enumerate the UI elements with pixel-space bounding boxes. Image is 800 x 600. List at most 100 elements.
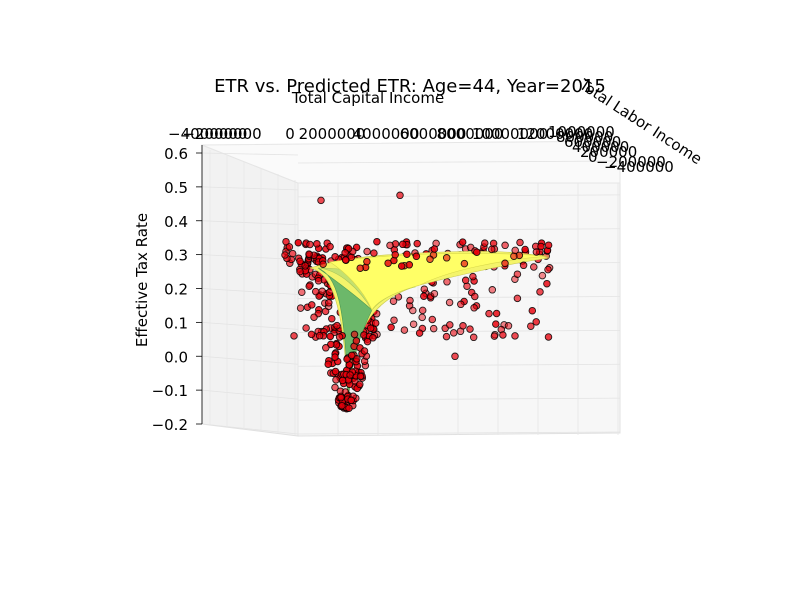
z-tick-label: −0.2	[152, 416, 188, 434]
z-tick-label: 0.2	[164, 281, 188, 299]
scatter-point	[352, 337, 361, 345]
scatter-point	[420, 285, 429, 293]
z-axis-label: Effective Tax Rate	[133, 213, 151, 347]
scatter-point	[429, 324, 438, 333]
scatter-point	[470, 304, 478, 312]
scatter-point	[310, 313, 318, 321]
scatter-point	[458, 238, 467, 246]
z-grid-line-right	[297, 431, 621, 435]
scatter-point	[457, 300, 465, 309]
scatter-point	[501, 259, 509, 268]
y-tick-label: −400000	[604, 158, 674, 176]
scatter-point	[360, 347, 369, 355]
scatter-point	[356, 264, 364, 272]
scatter-point	[415, 329, 424, 337]
scatter-point	[296, 304, 305, 312]
scatter-point	[406, 296, 414, 305]
scatter-point	[461, 276, 470, 285]
y-tick-label: 1000000	[548, 123, 615, 141]
y-tick-label: 0	[588, 148, 598, 166]
scatter-point	[315, 331, 324, 340]
scatter-point	[511, 332, 519, 340]
scatter-point	[446, 321, 454, 329]
scatter-point	[356, 380, 364, 389]
scatter-point	[389, 297, 398, 305]
scatter-point	[288, 249, 297, 258]
scatter-point	[538, 271, 547, 280]
scatter-point	[492, 309, 501, 318]
scatter-point	[341, 249, 349, 257]
scatter-point	[305, 250, 313, 258]
scatter-point	[305, 282, 313, 290]
y-tick-label: 200000	[580, 143, 637, 161]
scatter-point	[301, 262, 309, 270]
scatter-point	[370, 249, 378, 257]
scatter-point	[528, 306, 537, 315]
scatter-point	[445, 298, 454, 307]
scatter-point	[331, 353, 339, 361]
scatter-point	[519, 261, 528, 270]
scatter-point	[400, 326, 409, 334]
z-grid-line-back	[201, 152, 299, 156]
scatter-point	[471, 292, 479, 301]
z-grid-line-back	[201, 389, 299, 400]
z-tick-label: 0.3	[164, 247, 188, 265]
z-grid-line-back	[201, 355, 299, 365]
scatter-point	[499, 331, 507, 339]
scatter-point	[513, 270, 522, 278]
scatter-point	[335, 333, 344, 341]
scatter-point	[426, 255, 434, 263]
scatter-point	[296, 257, 304, 265]
scatter-point	[451, 352, 459, 361]
scatter-point	[418, 306, 427, 315]
scatter-point	[396, 191, 404, 200]
scatter-point	[390, 316, 398, 324]
x-tick-label: 4000000	[353, 125, 420, 143]
z-grid-line-back	[201, 321, 299, 330]
scatter-point	[442, 332, 451, 341]
scatter-point	[405, 261, 414, 269]
scatter-point	[337, 393, 345, 402]
z-grid-line-back	[201, 423, 299, 435]
x-tick-label: 0	[285, 125, 295, 143]
scatter-points-front	[281, 237, 541, 413]
z-tick-label: −0.1	[152, 382, 188, 400]
scatter-point	[428, 315, 437, 324]
scatter-point	[324, 360, 332, 368]
scatter-point	[430, 289, 439, 298]
scatter-point	[296, 267, 304, 276]
scatter-point	[326, 242, 334, 251]
scatter-point	[386, 241, 394, 250]
scatter-point	[307, 330, 316, 339]
scatter-point	[490, 332, 499, 340]
scatter-point	[331, 253, 339, 261]
scatter-point	[532, 248, 541, 256]
scatter-point	[481, 239, 489, 247]
z-grid-line-back	[201, 288, 299, 295]
scatter-point	[492, 320, 500, 328]
scatter-point	[311, 287, 320, 296]
scatter-point	[544, 241, 553, 249]
scatter-point	[319, 260, 327, 268]
scatter-point	[459, 322, 467, 330]
scatter-point	[285, 243, 294, 251]
scatter-point	[466, 325, 474, 333]
scatter-point	[409, 306, 417, 315]
scatter-point	[317, 196, 325, 205]
y-tick-label: 400000	[572, 138, 629, 156]
x-tick-label: −2000000	[182, 125, 261, 143]
x-tick-label: 12000000	[517, 125, 593, 143]
scatter-point	[513, 294, 522, 303]
x-tick-labels: −4000000−2000000 0 20000004000000600000080…	[168, 125, 593, 143]
x-axis-label: Total Capital Income	[291, 89, 444, 107]
scatter-point	[308, 301, 316, 309]
scatter-point	[331, 367, 340, 376]
scatter-point	[326, 332, 335, 341]
scatter-point	[473, 248, 481, 256]
scatter-point	[369, 334, 377, 342]
scatter-point	[294, 238, 303, 247]
scatter-point	[325, 299, 333, 307]
scatter-point	[387, 323, 395, 332]
y-tick-label: 600000	[564, 133, 621, 151]
